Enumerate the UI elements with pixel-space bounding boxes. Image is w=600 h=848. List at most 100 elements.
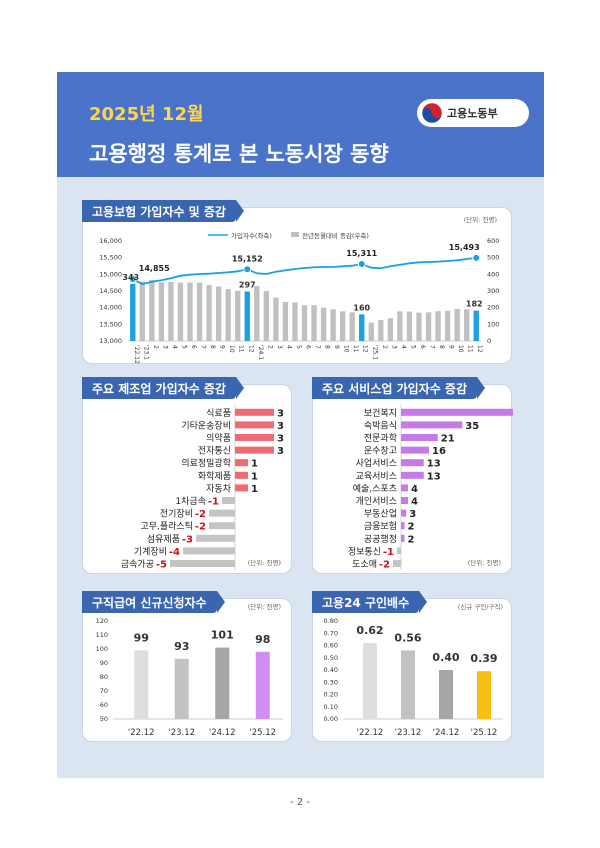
- y-axis-tick: 120: [96, 617, 108, 625]
- x-axis-label: 8: [209, 345, 216, 349]
- category-bar: [397, 547, 401, 555]
- x-axis-label: 3: [276, 345, 283, 349]
- category-label: 사업서비스: [356, 458, 397, 469]
- x-axis-label: 11: [467, 345, 474, 353]
- value-label: 1: [251, 484, 258, 495]
- point-value-label: 15,493: [449, 243, 480, 252]
- x-axis-label: '25.1: [371, 345, 378, 360]
- value-label: 4: [411, 484, 418, 495]
- category-label: 섬유제품: [147, 534, 180, 545]
- category-label: 기계장비: [134, 545, 167, 557]
- bar-value-label: 182: [466, 300, 483, 309]
- value-label: 13: [427, 459, 441, 470]
- increase-bar: [473, 310, 479, 341]
- report-date: 2025년 12월: [89, 104, 204, 125]
- value-label: 1: [251, 459, 258, 470]
- category-bar: [401, 509, 407, 517]
- highlight-point: [243, 265, 252, 274]
- increase-bar: [282, 302, 289, 341]
- x-axis-label: 7: [314, 345, 321, 349]
- service-chart: 보건복지97숙박음식35전문과학21운수창고16사업서비스13교육서비스13예술…: [348, 404, 513, 571]
- left-axis-tick: 16,000: [99, 237, 122, 245]
- value-bar: [255, 651, 270, 719]
- point-value-label: 15,311: [346, 249, 377, 258]
- manufacturing-panel: 주요 제조업 가입자수 증감 (단위: 천명) 식료품 3 기타운송장비 3 의약품 3 전…: [82, 377, 292, 574]
- category-bar: [183, 547, 235, 555]
- x-axis-label: 11: [238, 345, 245, 353]
- x-axis-label: 6: [419, 345, 426, 349]
- x-axis-label: '24.12: [209, 728, 236, 738]
- right-axis-tick: 100: [487, 320, 499, 328]
- increase-bar: [301, 305, 308, 341]
- category-bar: [209, 509, 235, 517]
- value-label: 3: [277, 408, 284, 419]
- point-value-label: 15,152: [232, 254, 263, 263]
- category-bar: [170, 560, 235, 567]
- category-bar: [401, 534, 405, 542]
- x-axis-label: '22.12: [133, 345, 140, 364]
- category-bar: [196, 534, 235, 542]
- taegeuk-logo-icon: [421, 102, 443, 124]
- category-label: 자동차: [206, 482, 232, 494]
- job-ratio-panel: 고용24 구인배수 (신규 구인/구직) 0.80 0.70 0.60 0.50 0.4…: [312, 591, 512, 742]
- increase-bar: [359, 314, 365, 341]
- value-label: -2: [195, 509, 206, 520]
- manufacturing-unit: (단위: 천명): [247, 559, 281, 567]
- left-axis-tick: 15,500: [99, 254, 122, 262]
- jobseeker-unit: (단위: 천명): [247, 603, 281, 611]
- x-axis-label: 9: [333, 345, 340, 349]
- value-label: -1: [383, 547, 394, 558]
- category-bar: [401, 497, 408, 504]
- category-label: 예술,스포츠: [353, 483, 397, 494]
- x-axis-label: '22.12: [128, 728, 155, 738]
- x-axis-label: 6: [190, 345, 197, 349]
- x-axis-label: 10: [343, 345, 350, 353]
- category-label: 금융보험: [364, 521, 397, 532]
- bar-value-label: 0.62: [356, 624, 383, 637]
- category-label: 전자통신: [198, 446, 231, 457]
- jobseeker-panel: 구직급여 신규신청자수 (단위: 천명) 120 110 100 90 80 70 60 50…: [82, 591, 292, 742]
- category-bar: [235, 446, 274, 454]
- subscribers-line: [132, 257, 477, 285]
- value-bar: [174, 658, 189, 719]
- value-bar: [401, 650, 415, 719]
- bar-value-label: 0.39: [470, 652, 497, 665]
- x-axis-label: 4: [400, 345, 407, 349]
- right-axis-tick: 200: [487, 304, 499, 312]
- increase-bar: [158, 282, 165, 341]
- value-bar: [439, 670, 453, 719]
- x-axis-label: 10: [228, 345, 235, 353]
- bar-value-label: 160: [353, 303, 370, 312]
- category-bar: [401, 471, 424, 479]
- x-axis-label: 2: [381, 345, 388, 349]
- increase-bar: [444, 310, 451, 341]
- y-axis-tick: 110: [96, 631, 108, 639]
- ministry-logo: 고용노동부: [417, 99, 529, 127]
- category-bar: [401, 434, 438, 441]
- value-label: -1: [208, 497, 219, 508]
- jobseeker-chart: 120 110 100 90 80 70 60 50 99 '22.12 93 '23.12 101 '2…: [96, 617, 283, 738]
- bar-value-label: 99: [134, 631, 149, 644]
- category-bar: [401, 459, 424, 467]
- increase-bar: [397, 311, 403, 341]
- increase-bar: [168, 282, 174, 341]
- category-label: 금속가공: [121, 559, 154, 570]
- y-axis-tick: 0.30: [324, 678, 338, 686]
- category-label: 정보통신: [348, 546, 381, 557]
- y-axis-tick: 100: [96, 645, 108, 653]
- value-label: 2: [408, 534, 415, 545]
- category-bar: [401, 421, 463, 429]
- service-panel: 주요 서비스업 가입자수 증감 (단위: 천명) 보건복지97숙박음식35전문과…: [312, 377, 513, 574]
- x-axis-label: 7: [429, 345, 436, 349]
- right-axis-tick: 400: [487, 270, 499, 278]
- y-axis-tick: 0.80: [324, 617, 338, 625]
- manufacturing-panel-title: 주요 제조업 가입자수 증감: [82, 377, 244, 399]
- x-axis-label: 5: [409, 345, 416, 349]
- left-axis-tick: 13,500: [99, 320, 122, 328]
- x-axis-label: 9: [448, 345, 455, 349]
- increase-bar: [244, 291, 250, 341]
- insurance-panel: 고용보험 가입자수 및 증감 (단위: 천명) 가입자수(좌축) 전년동월대비 …: [82, 200, 512, 364]
- y-axis-tick: 50: [100, 715, 108, 723]
- category-bar: [401, 522, 405, 530]
- value-label: 35: [465, 421, 479, 432]
